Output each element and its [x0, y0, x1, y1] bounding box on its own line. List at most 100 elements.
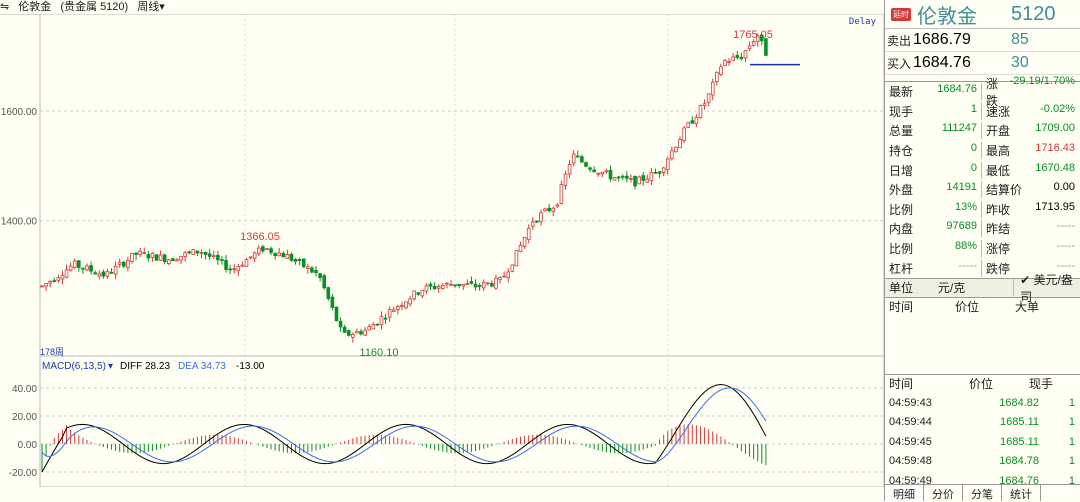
candle-body: [175, 259, 179, 262]
candle-body: [363, 329, 367, 336]
unit-row: 单位 元/克 ✔ 美元/盎司: [885, 273, 1080, 304]
y-tick-label: 1600.00: [1, 107, 38, 118]
candle-body: [641, 175, 646, 181]
period-select[interactable]: 周线: [137, 1, 160, 13]
candle-body: [142, 252, 147, 254]
candle-body: [342, 326, 347, 333]
candle-body: [596, 172, 601, 175]
candle-body: [682, 127, 686, 142]
candle-body: [436, 286, 441, 289]
tab-trades[interactable]: 分笔: [963, 485, 1002, 501]
candle-body: [371, 324, 376, 330]
candle-body: [97, 273, 102, 277]
candle-body: [432, 285, 437, 290]
candle-body: [252, 252, 257, 259]
tab-stats[interactable]: 统计: [1002, 485, 1041, 501]
candle-body: [89, 265, 93, 272]
candle-body: [68, 265, 73, 271]
candle-body: [441, 285, 445, 289]
candle-body: [265, 248, 269, 251]
quote-row: 外盘 14191 结算价 0.00: [885, 180, 1080, 200]
quote-row: 比例 13% 昨收 1713.95: [885, 200, 1080, 220]
chevron-down-icon[interactable]: ▾: [159, 1, 165, 13]
candle-body: [293, 258, 298, 262]
candle-body: [764, 38, 768, 56]
tick-header: 时间 价位 现手: [889, 377, 1054, 392]
switch-icon[interactable]: ⇋: [0, 1, 10, 13]
candle-body: [539, 212, 543, 222]
tab-detail[interactable]: 明细: [885, 485, 924, 501]
candle-body: [171, 258, 175, 261]
candle-body: [322, 275, 327, 289]
quote-row: 比例 88% 涨停 -----: [885, 239, 1080, 259]
candle-body: [653, 172, 658, 174]
candle-body: [755, 35, 760, 42]
candle-body: [166, 259, 171, 264]
candle-body: [277, 252, 282, 257]
tick-row: 04:59:43 1684.82 1: [889, 396, 1075, 409]
candle-body: [297, 259, 302, 261]
candle-body: [477, 284, 482, 287]
big-order-list: [885, 316, 1080, 375]
unit-value[interactable]: 元/克: [938, 279, 1015, 297]
candle-body: [228, 268, 232, 271]
period-count: 178周: [40, 347, 64, 357]
candle-body: [146, 254, 151, 259]
candle-body: [273, 252, 277, 256]
candle-body: [535, 220, 539, 223]
candle-body: [629, 177, 633, 180]
macd-dea: DEA 34.73: [178, 361, 226, 372]
tick-row: 04:59:49 1684.76 1: [889, 474, 1075, 487]
candle-body: [465, 283, 470, 286]
candle-body: [412, 290, 416, 300]
candle-body: [424, 285, 429, 292]
quote-row: 内盘 97689 昨结 -----: [885, 219, 1080, 239]
candle-body: [351, 333, 355, 338]
candle-body: [735, 54, 740, 58]
macd-diff-line: [41, 384, 767, 473]
candle-body: [580, 156, 584, 163]
candle-body: [154, 254, 159, 261]
tick-list: 04:59:43 1684.82 1 04:59:44 1685.11 1 04:59:45…: [885, 393, 1080, 491]
candle-body: [588, 167, 592, 170]
unit-usd-checkbox[interactable]: ✔ 美元/盎司: [1020, 272, 1073, 304]
candle-body: [375, 323, 380, 326]
big-order-header: 时间 价位 大单: [889, 300, 1040, 315]
candle-body: [604, 170, 609, 173]
top-bar: ⇋ 伦敦金 (贵金属 5120) 周线▾: [0, 0, 884, 15]
tab-price-dist[interactable]: 分价: [924, 485, 963, 501]
candle-body: [158, 254, 163, 261]
candle-body: [715, 71, 719, 82]
macd-dropdown-icon[interactable]: ▾: [108, 361, 113, 372]
macd-y-tick-label: 0.00: [18, 440, 38, 451]
delay-badge: 延时: [891, 7, 911, 21]
candle-body: [236, 266, 241, 272]
tick-row: 04:59:44 1685.11 1: [889, 416, 1075, 429]
candle-body: [723, 60, 727, 66]
candle-body: [485, 282, 490, 285]
candle-body: [575, 155, 580, 158]
candle-body: [285, 254, 290, 259]
candle-body: [661, 167, 666, 174]
candle-body: [592, 169, 596, 173]
candle-body: [428, 283, 433, 287]
quote-grid: 最新 1684.76 涨跌 -29.19/1.70% 现手 1 速涨 -0.02% 总量 1112…: [885, 75, 1080, 278]
macd-y-tick-label: 40.00: [12, 384, 37, 395]
candle-body: [706, 93, 711, 103]
candle-body: [571, 153, 576, 164]
kline-chart[interactable]: 1600.001400.0040.0020.000.00-20.002018/0…: [0, 14, 884, 487]
candle-body: [743, 50, 748, 59]
candle-body: [134, 252, 138, 255]
candle-body: [81, 267, 85, 270]
candle-body: [121, 261, 126, 267]
quote-name: 伦敦金: [917, 5, 977, 28]
candle-body: [625, 175, 629, 179]
candle-body: [93, 272, 97, 275]
candle-body: [584, 162, 588, 167]
candle-body: [248, 256, 253, 259]
candle-body: [318, 273, 322, 279]
candle-body: [555, 204, 560, 207]
candle-body: [645, 178, 650, 183]
candle-body: [567, 164, 572, 175]
candle-body: [310, 267, 314, 273]
